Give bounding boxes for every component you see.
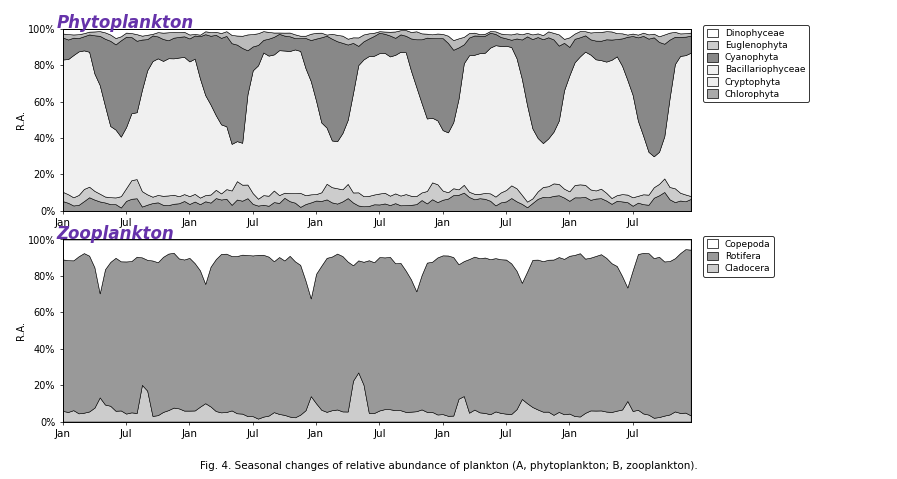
Y-axis label: R.A.: R.A.: [16, 110, 26, 129]
Y-axis label: R.A.: R.A.: [16, 321, 26, 340]
Legend: Dinophyceae, Euglenophyta, Cyanophyta, Bacillariophyceae, Cryptophyta, Chlorophy: Dinophyceae, Euglenophyta, Cyanophyta, B…: [703, 25, 809, 103]
Legend: Copepoda, Rotifera, Cladocera: Copepoda, Rotifera, Cladocera: [703, 236, 774, 277]
Text: Zooplankton: Zooplankton: [57, 225, 174, 243]
Text: Phytoplankton: Phytoplankton: [57, 14, 194, 32]
Text: Fig. 4. Seasonal changes of relative abundance of plankton (A, phytoplankton; B,: Fig. 4. Seasonal changes of relative abu…: [200, 461, 697, 471]
